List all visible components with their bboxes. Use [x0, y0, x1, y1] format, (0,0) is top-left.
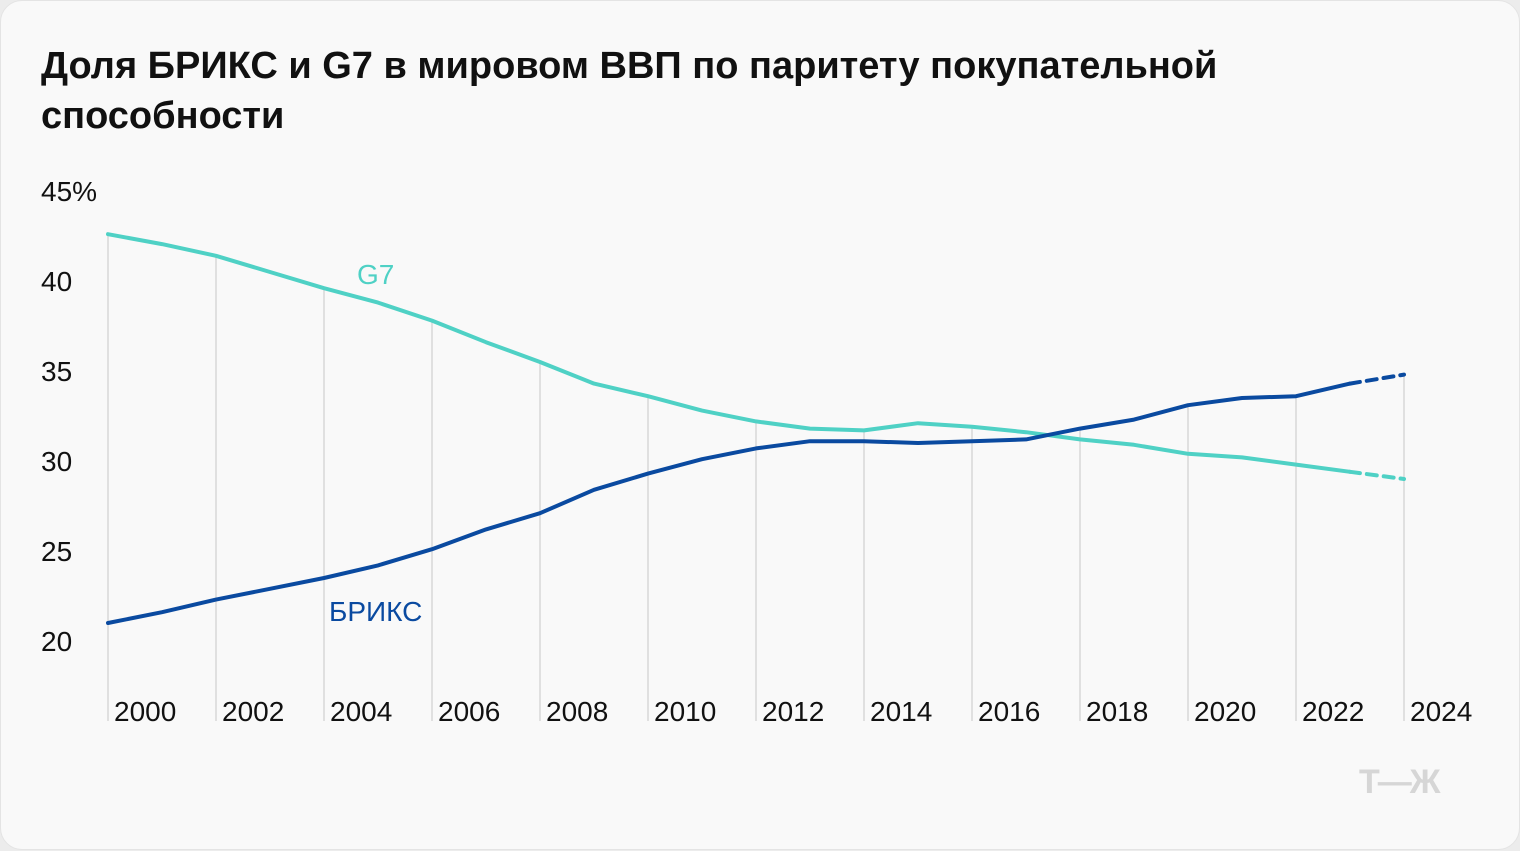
y-tick-label: 45% [41, 176, 97, 207]
x-tick-label: 2016 [978, 696, 1040, 727]
x-tick-label: 2024 [1410, 696, 1472, 727]
y-tick-label: 30 [41, 446, 72, 477]
series-line [108, 234, 1350, 472]
x-tick-label: 2006 [438, 696, 500, 727]
series-line [108, 384, 1350, 623]
x-tick-label: 2002 [222, 696, 284, 727]
y-tick-label: 20 [41, 626, 72, 657]
tj-logo: Т—Ж [1359, 763, 1439, 802]
x-tick-label: 2020 [1194, 696, 1256, 727]
series-label: G7 [357, 259, 394, 290]
y-tick-label: 25 [41, 536, 72, 567]
series-label: БРИКС [329, 596, 422, 627]
x-tick-label: 2008 [546, 696, 608, 727]
x-tick-label: 2010 [654, 696, 716, 727]
forecast-line [1350, 472, 1404, 479]
x-tick-label: 2000 [114, 696, 176, 727]
x-tick-label: 2004 [330, 696, 392, 727]
y-tick-label: 40 [41, 266, 72, 297]
x-tick-label: 2022 [1302, 696, 1364, 727]
forecast-line [1350, 375, 1404, 384]
x-tick-label: 2014 [870, 696, 932, 727]
x-tick-label: 2012 [762, 696, 824, 727]
y-tick-label: 35 [41, 356, 72, 387]
x-tick-label: 2018 [1086, 696, 1148, 727]
